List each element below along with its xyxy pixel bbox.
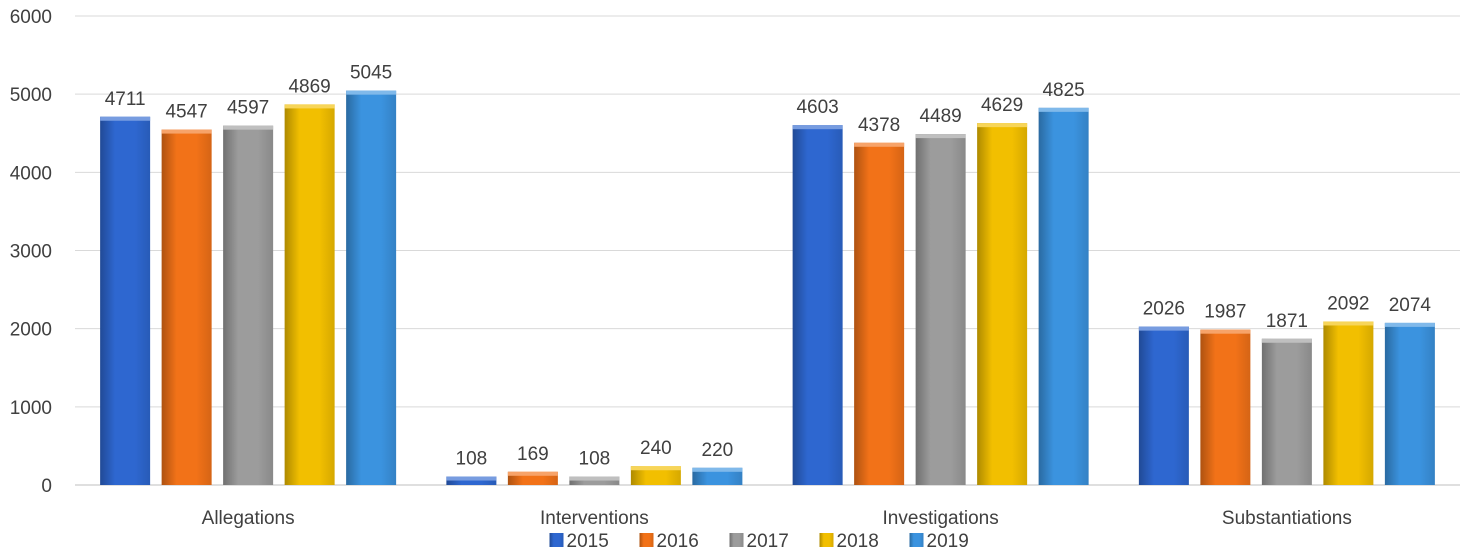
bar-bevel: [161, 129, 212, 134]
bar-bevel: [692, 467, 743, 472]
bar-bevel: [915, 134, 966, 139]
bar-investigations-2016: [854, 142, 905, 486]
data-label: 4629: [981, 95, 1023, 116]
category-label: Investigations: [883, 508, 999, 529]
category-label: Interventions: [540, 508, 649, 529]
data-label: 4711: [105, 89, 146, 110]
data-label: 2074: [1389, 295, 1432, 316]
data-label: 4489: [919, 106, 961, 127]
bar-bevel: [630, 466, 681, 471]
data-label: 240: [640, 438, 672, 459]
data-label: 4547: [165, 102, 207, 123]
category-label: Allegations: [202, 508, 295, 529]
data-label: 169: [517, 444, 549, 465]
category-label: Substantiations: [1222, 508, 1352, 529]
y-tick-label: 0: [41, 476, 52, 497]
legend-swatch: [819, 533, 834, 547]
data-label: 4869: [288, 76, 330, 97]
bar-investigations-2018: [977, 123, 1028, 485]
bar-bevel: [569, 476, 620, 481]
legend-swatch: [729, 533, 744, 547]
bar-substantiations-2019: [1384, 322, 1435, 485]
y-tick-label: 4000: [10, 163, 52, 184]
bar-bevel: [1323, 321, 1374, 326]
bar-investigations-2019: [1038, 107, 1089, 486]
data-labels: 4711 4547 4597 4869 5045 108 169 108 240 220 4603 4…: [105, 63, 1432, 470]
bar-allegations-2018: [284, 104, 335, 486]
category-labels: Allegations Interventions Investigations Su…: [202, 508, 1352, 529]
bar-bevel: [1200, 329, 1251, 334]
bar-investigations-2015: [792, 125, 843, 486]
legend-swatch: [909, 533, 924, 547]
legend-swatch: [549, 533, 564, 547]
bar-bevel: [1038, 107, 1089, 112]
data-label: 4603: [796, 97, 838, 118]
legend-swatch: [639, 533, 654, 547]
bar-allegations-2017: [223, 125, 274, 485]
data-label: 1871: [1266, 311, 1308, 332]
bar-bevel: [284, 104, 335, 109]
bar-substantiations-2018: [1323, 321, 1374, 485]
legend-label: 2019: [927, 531, 969, 552]
data-label: 4825: [1042, 80, 1084, 101]
bar-interventions-2017: [569, 476, 620, 485]
y-tick-label: 1000: [10, 398, 52, 419]
bar-interventions-2019: [692, 467, 743, 485]
data-label: 108: [456, 449, 488, 470]
bar-bevel: [446, 476, 497, 481]
bar-investigations-2017: [915, 134, 966, 485]
data-label: 108: [579, 449, 611, 470]
bar-bevel: [1384, 322, 1435, 327]
legend-label: 2017: [747, 531, 789, 552]
bar-bevel: [854, 142, 905, 147]
data-label: 5045: [350, 63, 392, 84]
bar-bevel: [1138, 326, 1189, 331]
bar-allegations-2016: [161, 129, 212, 485]
bar-bevel: [346, 90, 397, 95]
data-label: 1987: [1204, 302, 1246, 323]
bar-substantiations-2017: [1261, 338, 1312, 485]
bar-bevel: [792, 125, 843, 130]
data-label: 220: [702, 440, 734, 461]
data-label: 4378: [858, 115, 900, 136]
gridlines: [75, 15, 1460, 486]
legend-item-2017: 2017: [729, 531, 789, 552]
bar-bevel: [977, 123, 1028, 128]
bar-allegations-2015: [100, 116, 151, 485]
data-label: 2026: [1143, 299, 1185, 320]
y-tick-label: 3000: [10, 242, 52, 263]
y-tick-label: 2000: [10, 320, 52, 341]
bar-interventions-2015: [446, 476, 497, 485]
y-tick-label: 6000: [10, 7, 52, 28]
legend-item-2018: 2018: [819, 531, 879, 552]
data-label: 2092: [1327, 293, 1369, 314]
y-tick-label: 5000: [10, 85, 52, 106]
bar-substantiations-2016: [1200, 329, 1251, 485]
bar-bevel: [223, 125, 274, 130]
legend-label: 2015: [567, 531, 609, 552]
bar-allegations-2019: [346, 90, 397, 485]
bar-interventions-2018: [630, 466, 681, 485]
bar-substantiations-2015: [1138, 326, 1189, 485]
bar-bevel: [100, 116, 151, 121]
y-axis-ticks: 0 1000 2000 3000 4000 5000 6000: [10, 7, 52, 497]
legend-item-2015: 2015: [549, 531, 609, 552]
legend: 2015 2016 2017 2018 2019: [549, 531, 969, 552]
bar-bevel: [1261, 338, 1312, 343]
legend-label: 2016: [657, 531, 699, 552]
data-label: 4597: [227, 98, 269, 119]
legend-item-2019: 2019: [909, 531, 969, 552]
legend-label: 2018: [837, 531, 879, 552]
bar-bevel: [507, 471, 558, 476]
bars: [100, 90, 1435, 486]
legend-item-2016: 2016: [639, 531, 699, 552]
